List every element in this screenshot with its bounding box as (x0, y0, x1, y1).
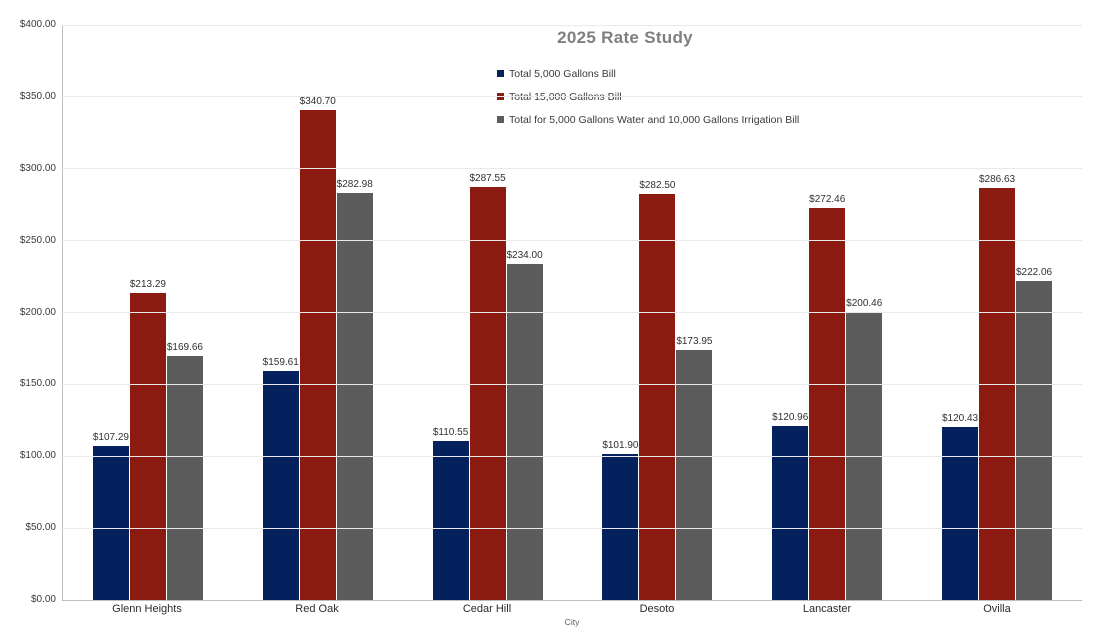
gridline (62, 24, 1082, 26)
bar: $272.46 (809, 194, 845, 600)
bar-value-label: $107.29 (92, 431, 129, 443)
legend-marker-icon (497, 116, 504, 123)
bar-value-label: $110.55 (432, 427, 469, 439)
bar-group: $107.29 $213.29 $169.66 (63, 25, 233, 600)
bar: $282.50 (639, 180, 675, 600)
gridline (62, 168, 1082, 170)
bar-value-label: $101.90 (602, 439, 639, 451)
bar-value-label: $213.29 (129, 279, 166, 291)
bar-value-label: $222.06 (1015, 266, 1053, 278)
y-tick-label: $50.00 (25, 522, 56, 534)
legend-item: Total for 5,000 Gallons Water and 10,000… (497, 108, 799, 131)
y-tick-label: $150.00 (19, 378, 56, 390)
bar: $173.95 (676, 336, 712, 600)
gridline (62, 312, 1082, 313)
bar-value-label: $282.98 (336, 179, 373, 191)
bar-value-label: $234.00 (506, 249, 543, 261)
gridline (62, 96, 1082, 98)
y-tick-label: $100.00 (19, 450, 56, 462)
y-tick-label: $250.00 (19, 234, 56, 246)
plot-area: $107.29 $213.29 $169.66 $159.61 $340.70 $282.… (62, 24, 1082, 601)
x-tick-label: Ovilla (983, 603, 1011, 615)
bar: $101.90 (602, 440, 638, 600)
bar: $110.55 (432, 427, 469, 600)
gridline (62, 527, 1082, 529)
bar-value-label: $282.50 (639, 179, 676, 191)
bar-value-label: $173.95 (676, 335, 713, 347)
legend-label: Total 5,000 Gallons Bill (509, 67, 616, 80)
legend-label: Total for 5,000 Gallons Water and 10,000… (509, 113, 800, 126)
bar: $222.06 (1016, 267, 1052, 600)
chart-title: 2025 Rate Study (557, 28, 693, 47)
gridline (62, 240, 1082, 242)
x-tick-label: Glenn Heights (112, 603, 182, 615)
bar: $287.55 (469, 173, 506, 600)
x-axis-title: City (564, 617, 580, 627)
bar: $169.66 (167, 342, 203, 600)
bar: $107.29 (93, 432, 129, 600)
y-tick-label: $200.00 (19, 306, 56, 318)
x-tick-label: Lancaster (802, 603, 852, 615)
y-tick-label: $350.00 (19, 90, 56, 102)
x-axis-line (62, 599, 1082, 601)
gridline (62, 455, 1082, 457)
bar-value-label: $287.55 (469, 172, 506, 184)
x-axis-tick-labels: Glenn Heights Red Oak Cedar Hill Desoto Lanc… (62, 603, 1082, 615)
bar: $120.96 (772, 412, 808, 600)
bar-value-label: $272.46 (809, 194, 846, 206)
bar-value-label: $200.46 (846, 297, 883, 309)
y-tick-label: $400.00 (19, 19, 56, 30)
bar-value-label: $120.43 (941, 412, 979, 424)
bar-value-label: $120.96 (772, 412, 809, 424)
bar: $340.70 (300, 96, 336, 600)
bar-value-label: $286.63 (978, 174, 1016, 185)
bar-value-label: $340.70 (299, 96, 336, 108)
legend-item: Total 5,000 Gallons Bill (497, 62, 799, 85)
bar: $120.43 (942, 413, 978, 600)
y-tick-label: $0.00 (30, 594, 56, 605)
bar-value-label: $169.66 (166, 342, 203, 354)
bar-group: $110.55 $287.55 $234.00 (403, 25, 573, 600)
gridline (62, 383, 1082, 385)
bar: $282.98 (337, 179, 373, 600)
bar-value-label: $159.61 (262, 356, 299, 368)
bar: $234.00 (506, 250, 543, 600)
bar-group: $159.61 $340.70 $282.98 (233, 25, 403, 600)
x-tick-label: Desoto (639, 603, 675, 615)
x-tick-label: Cedar Hill (462, 603, 512, 615)
bar: $213.29 (130, 279, 166, 600)
bar: $159.61 (263, 357, 299, 600)
y-tick-label: $300.00 (19, 162, 56, 174)
legend-marker-icon (497, 70, 504, 77)
bar-group: $101.90 $282.50 $173.95 (572, 25, 742, 600)
x-tick-label: Red Oak (295, 603, 339, 615)
bar: $286.63 (979, 174, 1015, 600)
